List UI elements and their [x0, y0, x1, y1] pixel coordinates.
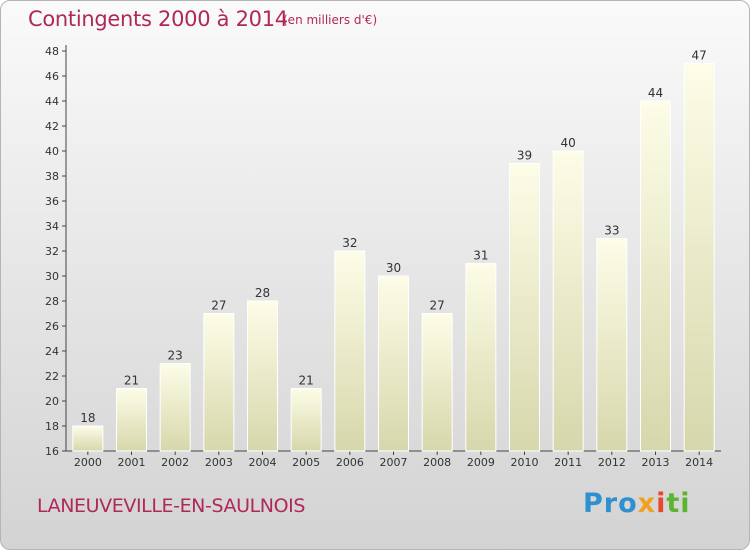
bar — [596, 238, 628, 452]
bar — [378, 275, 409, 452]
y-tick-label: 46 — [45, 70, 59, 83]
x-tick-label: 2004 — [249, 456, 277, 469]
x-tick-label: 2003 — [205, 456, 233, 469]
y-tick-label: 22 — [45, 370, 59, 383]
bar — [465, 263, 497, 452]
data-label: 32 — [342, 236, 357, 250]
bar — [509, 163, 540, 452]
y-tick-label: 38 — [45, 170, 59, 183]
bar — [203, 313, 235, 452]
data-label: 27 — [211, 299, 226, 313]
data-label: 21 — [299, 374, 314, 388]
y-tick-label: 30 — [45, 270, 59, 283]
bar — [552, 150, 584, 452]
bar — [72, 425, 104, 452]
x-tick-label: 2007 — [380, 456, 408, 469]
logo-part: x — [637, 488, 657, 519]
data-label: 44 — [648, 86, 663, 100]
x-tick-label: 2010 — [511, 456, 539, 469]
data-label: 39 — [517, 149, 532, 163]
data-label: 28 — [255, 286, 270, 300]
x-tick-label: 2001 — [118, 456, 146, 469]
y-tick-label: 26 — [45, 320, 59, 333]
x-tick-label: 2002 — [161, 456, 189, 469]
bar — [683, 63, 715, 452]
x-tick-label: 2005 — [292, 456, 320, 469]
data-label: 40 — [561, 136, 576, 150]
x-tick-label: 2000 — [74, 456, 102, 469]
bar — [334, 250, 366, 452]
y-tick-label: 16 — [45, 445, 59, 458]
y-tick-label: 36 — [45, 195, 59, 208]
proxiti-logo: Proxiti — [583, 488, 691, 519]
chart-subtitle: (en milliers d'€) — [283, 13, 378, 27]
x-tick-label: 2008 — [423, 456, 451, 469]
data-label: 18 — [80, 411, 95, 425]
y-tick-label: 32 — [45, 245, 59, 258]
x-tick-label: 2011 — [554, 456, 582, 469]
y-tick-label: 44 — [45, 95, 59, 108]
y-tick-label: 48 — [45, 45, 59, 58]
x-tick-label: 2006 — [336, 456, 364, 469]
bar — [247, 300, 278, 452]
logo-part: i — [656, 488, 667, 519]
bar — [159, 363, 191, 452]
axes: 16 18 20 22 24 26 28 30 32 34 36 38 40 42 44 46 48 2000 20… — [45, 45, 721, 469]
data-label: 31 — [473, 249, 488, 263]
logo-part: Pro — [583, 488, 638, 519]
x-tick-label: 2012 — [598, 456, 626, 469]
bar — [421, 313, 453, 452]
data-labels: 18 21 23 27 28 21 32 30 27 31 39 40 33 44 47 — [80, 49, 707, 426]
bar — [640, 100, 671, 452]
commune-name: LANEUVEVILLE-EN-SAULNOIS — [37, 495, 305, 517]
y-tick-label: 42 — [45, 120, 59, 133]
bars — [72, 63, 715, 452]
data-label: 27 — [430, 299, 445, 313]
bar — [116, 388, 147, 452]
logo-part: ti — [666, 488, 691, 519]
chart-title: Contingents 2000 à 2014 — [28, 7, 288, 31]
y-tick-label: 18 — [45, 420, 59, 433]
data-label: 33 — [604, 224, 619, 238]
y-tick-label: 20 — [45, 395, 59, 408]
y-tick-label: 24 — [45, 345, 59, 358]
y-tick-label: 40 — [45, 145, 59, 158]
data-label: 21 — [124, 374, 139, 388]
data-label: 47 — [692, 49, 707, 63]
x-tick-label: 2009 — [467, 456, 495, 469]
x-tick-label: 2013 — [642, 456, 670, 469]
data-label: 23 — [168, 349, 183, 363]
y-tick-label: 34 — [45, 220, 59, 233]
data-label: 30 — [386, 261, 401, 275]
bar — [290, 388, 322, 452]
y-tick-label: 28 — [45, 295, 59, 308]
x-tick-label: 2014 — [685, 456, 713, 469]
